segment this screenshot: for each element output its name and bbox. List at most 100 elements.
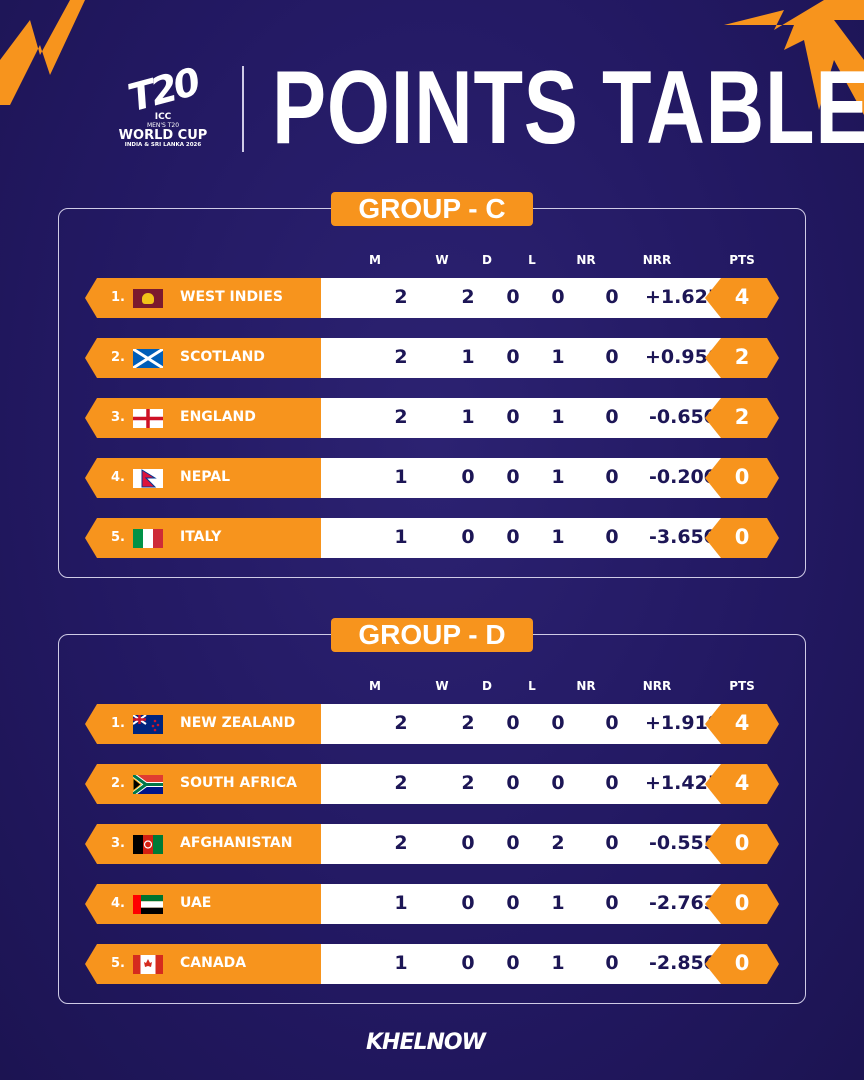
italy-flag-icon bbox=[133, 529, 163, 548]
stat-nr: 0 bbox=[605, 772, 619, 794]
stat-nr: 0 bbox=[605, 892, 619, 914]
stat-d: 0 bbox=[506, 952, 520, 974]
stats-cells: 2 2 0 0 0 +1.425 bbox=[321, 764, 721, 804]
stat-pts: 0 bbox=[734, 831, 750, 855]
team-name: SOUTH AFRICA bbox=[180, 775, 297, 791]
team-name: WEST INDIES bbox=[180, 289, 283, 305]
stat-l: 1 bbox=[551, 406, 565, 428]
team-name: NEPAL bbox=[180, 469, 231, 485]
stat-d: 0 bbox=[506, 466, 520, 488]
column-header: M bbox=[369, 253, 381, 267]
stat-pts: 4 bbox=[734, 711, 750, 735]
stat-w: 2 bbox=[461, 712, 475, 734]
team-cell: 5. ITALY bbox=[85, 518, 337, 558]
stat-w: 1 bbox=[461, 406, 475, 428]
stat-m: 2 bbox=[394, 712, 408, 734]
team-cell: 2. SCOTLAND bbox=[85, 338, 337, 378]
team-name: CANADA bbox=[180, 955, 247, 971]
points-cell: 4 bbox=[705, 278, 779, 318]
stat-w: 1 bbox=[461, 346, 475, 368]
stat-nr: 0 bbox=[605, 466, 619, 488]
lightning-decoration-left bbox=[0, 0, 85, 105]
table-row: 3. ENGLAND 2 1 0 1 0 -0.650 2 bbox=[85, 398, 779, 438]
stats-cells: 1 0 0 1 0 -2.763 bbox=[321, 884, 721, 924]
stat-l: 0 bbox=[551, 712, 565, 734]
stat-pts: 0 bbox=[734, 951, 750, 975]
team-cell: 1. WEST INDIES bbox=[85, 278, 337, 318]
group-table: GROUP - D M W D L NR NRR PTS 1. NEW ZEALAND 2 2 0… bbox=[58, 618, 806, 1004]
column-header: PTS bbox=[729, 679, 755, 693]
rank: 3. bbox=[111, 836, 125, 851]
stat-pts: 0 bbox=[734, 891, 750, 915]
stats-cells: 1 0 0 1 0 -2.850 bbox=[321, 944, 721, 984]
points-cell: 2 bbox=[705, 338, 779, 378]
column-header: NRR bbox=[642, 253, 672, 267]
team-name: NEW ZEALAND bbox=[180, 715, 296, 731]
stat-w: 2 bbox=[461, 286, 475, 308]
stat-nrr: +0.950 bbox=[644, 346, 722, 368]
stat-d: 0 bbox=[506, 346, 520, 368]
stat-d: 0 bbox=[506, 286, 520, 308]
stat-nr: 0 bbox=[605, 712, 619, 734]
stat-m: 1 bbox=[394, 526, 408, 548]
stat-nr: 0 bbox=[605, 346, 619, 368]
rank: 5. bbox=[111, 530, 125, 545]
team-name: ITALY bbox=[180, 529, 222, 545]
column-header: D bbox=[482, 253, 492, 267]
brand-logo: KHELNOW bbox=[366, 1030, 486, 1055]
south-africa-flag-icon bbox=[133, 775, 163, 794]
stat-l: 2 bbox=[551, 832, 565, 854]
stat-m: 1 bbox=[394, 466, 408, 488]
stat-nrr: +1.919 bbox=[644, 712, 722, 734]
stat-pts: 2 bbox=[734, 405, 750, 429]
points-cell: 0 bbox=[705, 458, 779, 498]
stats-cells: 2 2 0 0 0 +1.625 bbox=[321, 278, 721, 318]
team-name: AFGHANISTAN bbox=[180, 835, 293, 851]
stat-nr: 0 bbox=[605, 406, 619, 428]
stat-w: 0 bbox=[461, 526, 475, 548]
stat-l: 1 bbox=[551, 952, 565, 974]
table-row: 2. SOUTH AFRICA 2 2 0 0 0 +1.425 4 bbox=[85, 764, 779, 804]
stat-m: 2 bbox=[394, 832, 408, 854]
column-header: PTS bbox=[729, 253, 755, 267]
stat-d: 0 bbox=[506, 526, 520, 548]
points-cell: 2 bbox=[705, 398, 779, 438]
stat-nr: 0 bbox=[605, 526, 619, 548]
stat-pts: 2 bbox=[734, 345, 750, 369]
table-row: 1. NEW ZEALAND 2 2 0 0 0 +1.919 4 bbox=[85, 704, 779, 744]
stat-nrr: -0.555 bbox=[649, 832, 717, 854]
column-header: M bbox=[369, 679, 381, 693]
points-cell: 0 bbox=[705, 824, 779, 864]
lightning-decoration-right bbox=[724, 0, 864, 115]
stat-w: 0 bbox=[461, 832, 475, 854]
stat-w: 0 bbox=[461, 466, 475, 488]
stats-cells: 1 0 0 1 0 -0.200 bbox=[321, 458, 721, 498]
stat-nrr: -2.850 bbox=[649, 952, 717, 974]
england-flag-icon bbox=[133, 409, 163, 428]
team-name: ENGLAND bbox=[180, 409, 256, 425]
column-header: L bbox=[528, 679, 536, 693]
stat-nrr: +1.425 bbox=[644, 772, 722, 794]
stats-cells: 2 1 0 1 0 +0.950 bbox=[321, 338, 721, 378]
nepal-flag-icon bbox=[133, 469, 163, 488]
stat-l: 1 bbox=[551, 526, 565, 548]
points-cell: 0 bbox=[705, 884, 779, 924]
column-header: W bbox=[435, 679, 449, 693]
team-cell: 1. NEW ZEALAND bbox=[85, 704, 337, 744]
points-cell: 0 bbox=[705, 518, 779, 558]
rank: 4. bbox=[111, 896, 125, 911]
page-title: POINTS TABLE bbox=[272, 50, 864, 166]
stat-nr: 0 bbox=[605, 286, 619, 308]
afghanistan-flag-icon bbox=[133, 835, 163, 854]
scotland-flag-icon bbox=[133, 349, 163, 368]
column-header: D bbox=[482, 679, 492, 693]
stat-d: 0 bbox=[506, 832, 520, 854]
stat-nrr: -3.650 bbox=[649, 526, 717, 548]
stat-m: 2 bbox=[394, 406, 408, 428]
stat-pts: 0 bbox=[734, 465, 750, 489]
points-cell: 4 bbox=[705, 764, 779, 804]
column-header: W bbox=[435, 253, 449, 267]
stat-w: 0 bbox=[461, 892, 475, 914]
points-cell: 4 bbox=[705, 704, 779, 744]
team-name: SCOTLAND bbox=[180, 349, 265, 365]
